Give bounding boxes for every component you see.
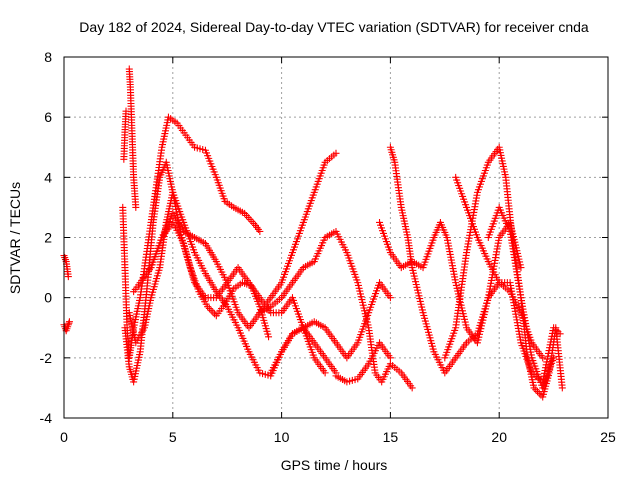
series-s2 [60,318,73,335]
y-tick-label: 4 [44,169,52,185]
x-tick-label: 10 [274,429,290,445]
data-point [321,369,329,377]
y-tick-label: 0 [44,290,52,306]
data-point [132,203,140,211]
y-tick-label: 6 [44,109,52,125]
series-s5 [125,65,140,211]
data-point [539,354,547,362]
data-point [207,306,215,314]
data-point [209,308,217,316]
series-s9 [147,218,329,377]
data-point [265,333,273,341]
y-tick-label: 8 [44,49,52,65]
data-point [386,354,394,362]
data-point [64,273,72,281]
axis-ticks: 0 5 10 15 20 25 -4 -2 0 2 4 6 8 [40,49,616,445]
x-tick-label: 15 [383,429,399,445]
x-tick-label: 0 [60,429,68,445]
data-point [558,384,566,392]
data-point [535,389,543,397]
series-s4 [120,107,130,163]
data-point [386,294,394,302]
data-point [517,264,525,272]
series-s14 [386,143,525,377]
chart-title: Day 182 of 2024, Sidereal Day-to-day VTE… [79,19,589,35]
data-point [211,310,219,318]
series-s11 [267,279,394,377]
x-tick-label: 20 [491,429,507,445]
data-point [205,304,213,312]
x-tick-label: 5 [169,429,177,445]
y-tick-label: 2 [44,230,52,246]
x-axis-label: GPS time / hours [281,457,388,473]
data-point [332,149,340,157]
y-axis-label: SDTVAR / TECUs [7,182,23,294]
data-point [256,227,264,235]
series-s1 [60,252,72,281]
series-s17 [484,203,558,392]
series-s12 [332,339,394,386]
data-point [408,384,416,392]
x-tick-label: 25 [600,429,616,445]
grid-lines [64,57,608,418]
y-tick-label: -2 [40,350,53,366]
data-point [65,318,73,326]
data-points [60,65,566,401]
data-point [550,354,558,362]
series-s16 [452,173,547,362]
y-tick-label: -4 [40,410,53,426]
